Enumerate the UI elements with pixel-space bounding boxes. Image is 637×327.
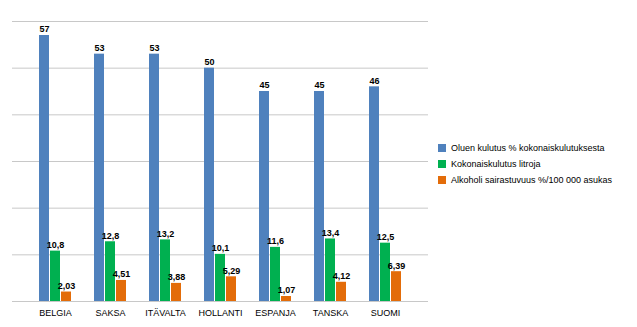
svg-text:53: 53	[149, 43, 159, 53]
svg-text:45: 45	[259, 80, 269, 90]
svg-text:TANSKA: TANSKA	[313, 307, 348, 317]
svg-text:ITÄVALTA: ITÄVALTA	[145, 307, 186, 317]
svg-text:57: 57	[39, 24, 49, 34]
svg-text:ESPANJA: ESPANJA	[255, 307, 295, 317]
svg-text:HOLLANTI: HOLLANTI	[198, 307, 242, 317]
svg-text:11,6: 11,6	[267, 236, 284, 246]
html-text:Alkoholi sairastuvuus %/100 00: Alkoholi sairastuvuus %/100 000 asukas	[451, 174, 613, 185]
svg-text:5,29: 5,29	[223, 265, 241, 275]
svg-text:12,8: 12,8	[102, 230, 120, 240]
svg-text:SAKSA: SAKSA	[95, 307, 125, 317]
svg-text:4,12: 4,12	[333, 271, 351, 281]
svg-text:10,8: 10,8	[47, 239, 65, 249]
svg-text:13,2: 13,2	[157, 228, 175, 238]
html-text:Kokonaiskulutus litroja: Kokonaiskulutus litroja	[451, 158, 541, 169]
svg-text:1,07: 1,07	[278, 285, 296, 295]
svg-text:53: 53	[94, 43, 104, 53]
svg-text:50: 50	[204, 57, 214, 67]
svg-text:2,03: 2,03	[58, 280, 76, 290]
svg-text:12,5: 12,5	[377, 232, 395, 242]
svg-text:10,1: 10,1	[212, 243, 230, 253]
svg-text:4,51: 4,51	[113, 269, 131, 279]
svg-text:6,39: 6,39	[388, 260, 406, 270]
svg-text:46: 46	[369, 75, 379, 85]
svg-text:SUOMI: SUOMI	[371, 307, 401, 317]
svg-text:BELGIA: BELGIA	[39, 307, 72, 317]
svg-text:13,4: 13,4	[322, 227, 340, 237]
svg-text:3,88: 3,88	[168, 272, 186, 282]
svg-text:45: 45	[314, 80, 324, 90]
html-text:Oluen kulutus % kokonaiskulutu: Oluen kulutus % kokonaiskulutuksesta	[451, 142, 605, 153]
